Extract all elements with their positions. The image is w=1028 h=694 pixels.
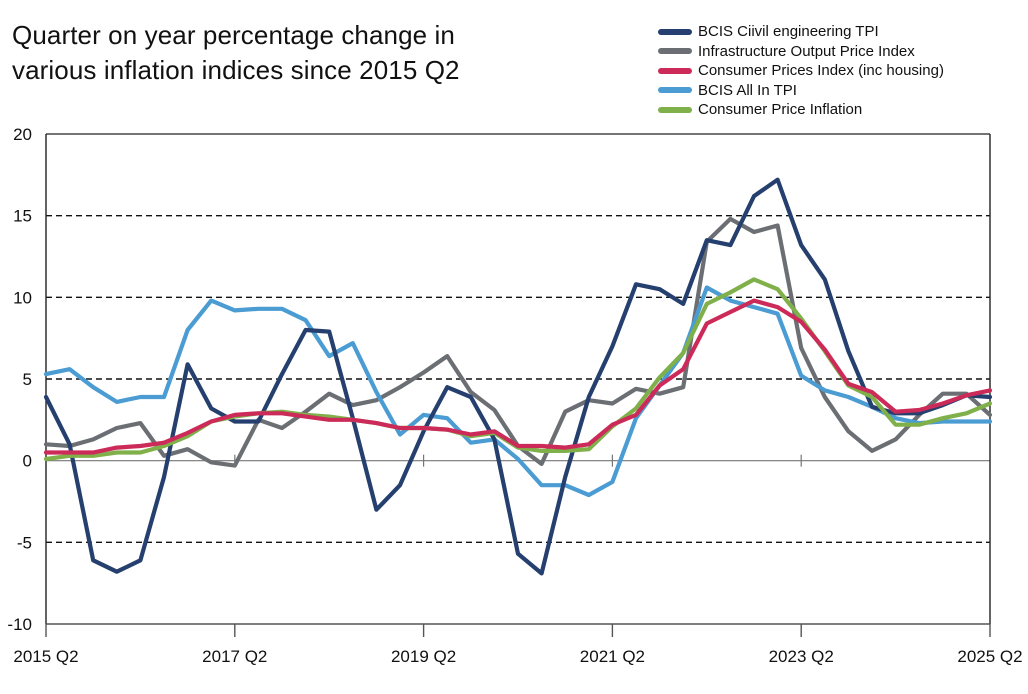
legend-swatch-cpih [658,67,692,74]
y-tick-label: 15 [13,207,32,226]
y-tick-label: 0 [23,452,32,471]
series-line-cpih [43,298,993,455]
x-tick-label: 2019 Q2 [391,647,456,666]
y-tick-label: 10 [13,288,32,307]
legend-swatch-cpi [658,106,692,113]
x-tick-label: 2023 Q2 [769,647,834,666]
y-tick-label: -5 [17,533,32,552]
legend-swatch-infrastructure-opi [658,48,692,55]
legend-label-cpih: Consumer Prices Index (inc housing) [698,62,944,80]
x-tick-label: 2021 Q2 [580,647,645,666]
legend-item-cpih: Consumer Prices Index (inc housing) [658,61,944,81]
legend-item-bcis-civil: BCIS Ciivil engineering TPI [658,22,944,42]
chart-title: Quarter on year percentage change in var… [12,18,460,88]
legend: BCIS Ciivil engineering TPI Infrastructu… [658,22,944,120]
legend-item-cpi: Consumer Price Inflation [658,100,944,120]
y-tick-label: 5 [23,370,32,389]
y-axis-ticks: 20 15 10 5 0 -5 -10 [7,125,32,634]
series-line-bcis-all-in [43,285,993,498]
chart-title-line-1: Quarter on year percentage change in [12,20,455,50]
y-tick-label: -10 [7,615,32,634]
series-line-bcis-civil [43,177,993,576]
legend-item-infrastructure-opi: Infrastructure Output Price Index [658,42,944,62]
axes [45,133,991,625]
x-tick-label: 2017 Q2 [202,647,267,666]
legend-swatch-bcis-civil [658,28,692,35]
legend-item-bcis-all-in: BCIS All In TPI [658,81,944,101]
legend-label-cpi: Consumer Price Inflation [698,101,863,119]
legend-label-infrastructure-opi: Infrastructure Output Price Index [698,42,915,60]
series-lines [43,177,993,576]
x-tick-label: 2025 Q2 [957,647,1022,666]
x-tick-label: 2015 Q2 [13,647,78,666]
x-axis-ticks: 2015 Q2 2017 Q2 2019 Q2 2021 Q2 2023 Q2 2025 … [13,454,1023,666]
y-tick-label: 20 [13,125,32,144]
legend-label-bcis-all-in: BCIS All In TPI [698,81,797,99]
series-line-infrastructure-opi [43,216,993,468]
legend-label-bcis-civil: BCIS Ciivil engineering TPI [698,23,879,41]
legend-swatch-bcis-all-in [658,87,692,94]
chart-title-line-2: various inflation indices since 2015 Q2 [12,55,460,85]
gridlines [46,214,990,544]
